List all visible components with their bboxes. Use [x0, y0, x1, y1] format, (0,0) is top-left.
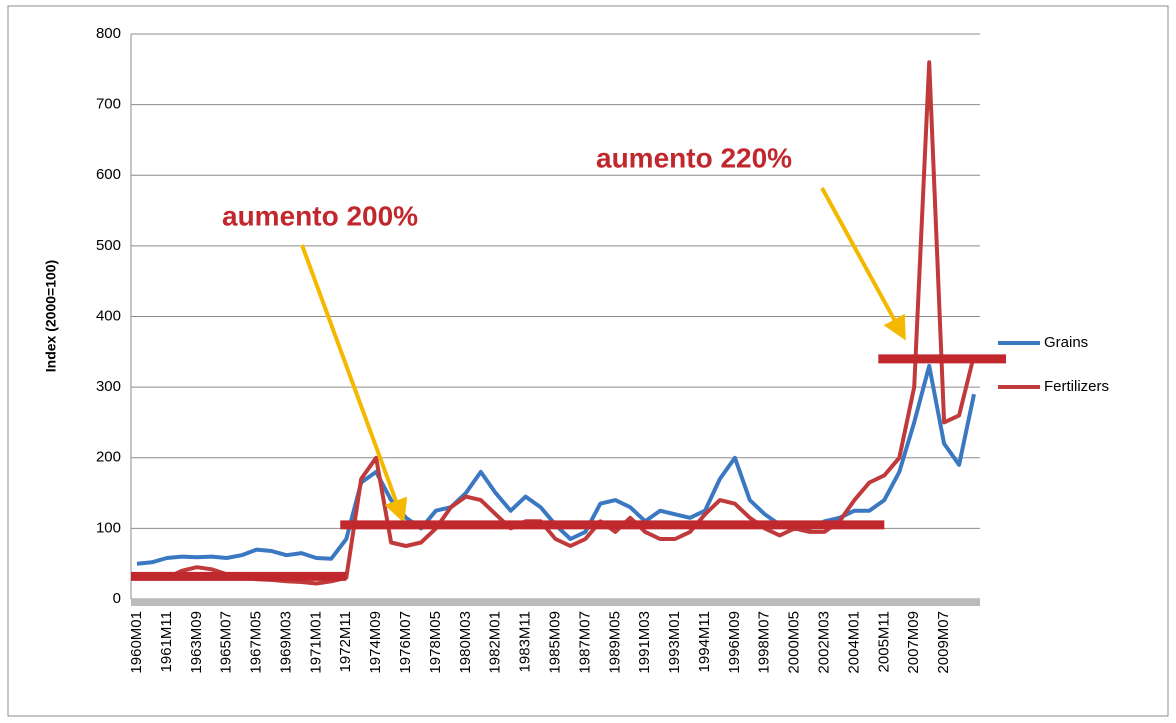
x-tick-label: 2004M01: [845, 611, 862, 674]
arrow: [300, 244, 408, 524]
x-tick-label: 2000M05: [786, 611, 803, 674]
annotation: aumento 200%: [222, 200, 418, 231]
x-tick-label: 1960M01: [128, 611, 145, 674]
y-tick-label: 0: [113, 590, 121, 607]
y-tick-label: 300: [96, 378, 121, 395]
x-tick-label: 1974M09: [367, 611, 384, 674]
y-tick-label: 700: [96, 96, 121, 113]
x-tick-label: 1969M03: [277, 611, 294, 674]
x-tick-label: 1998M07: [756, 611, 773, 674]
legend-label: Fertilizers: [1044, 378, 1109, 395]
x-tick-label: 1967M05: [248, 611, 265, 674]
y-tick-label: 800: [96, 25, 121, 42]
x-tick-label: 1991M03: [636, 611, 653, 674]
x-tick-label: 1961M11: [158, 611, 175, 672]
y-tick-label: 200: [96, 449, 121, 466]
x-tick-label: 1976M07: [397, 611, 414, 674]
x-tick-label: 1965M07: [218, 611, 235, 674]
x-tick-label: 1972M11: [337, 611, 354, 672]
x-tick-label: 1996M09: [726, 611, 743, 674]
x-tick-label: 2005M11: [875, 611, 892, 672]
x-tick-label: 1978M05: [427, 611, 444, 674]
x-tick-label: 1971M01: [307, 611, 324, 674]
y-tick-label: 600: [96, 166, 121, 183]
x-tick-label: 1985M09: [546, 611, 563, 674]
x-tick-label: 1994M11: [696, 611, 713, 672]
x-tick-label: 2002M03: [816, 611, 833, 674]
x-tick-label: 1963M09: [188, 611, 205, 674]
x-tick-label: 1980M03: [457, 611, 474, 674]
y-axis-title: Index (2000=100): [43, 260, 59, 372]
x-tick-label: 1982M01: [487, 611, 504, 674]
y-tick-label: 100: [96, 519, 121, 536]
legend-label: Grains: [1044, 334, 1088, 351]
y-tick-label: 500: [96, 237, 121, 254]
x-axis-ticks: [131, 599, 980, 606]
x-tick-label: 1987M07: [576, 611, 593, 674]
y-tick-label: 400: [96, 307, 121, 324]
x-tick-label: 1983M11: [517, 611, 534, 672]
x-tick-label: 1989M05: [606, 611, 623, 674]
x-tick-label: 2007M09: [905, 611, 922, 674]
x-tick-label: 1993M01: [666, 611, 683, 674]
annotation: aumento 220%: [596, 142, 792, 173]
x-tick-label: 2009M07: [935, 611, 952, 674]
arrow: [820, 187, 906, 341]
